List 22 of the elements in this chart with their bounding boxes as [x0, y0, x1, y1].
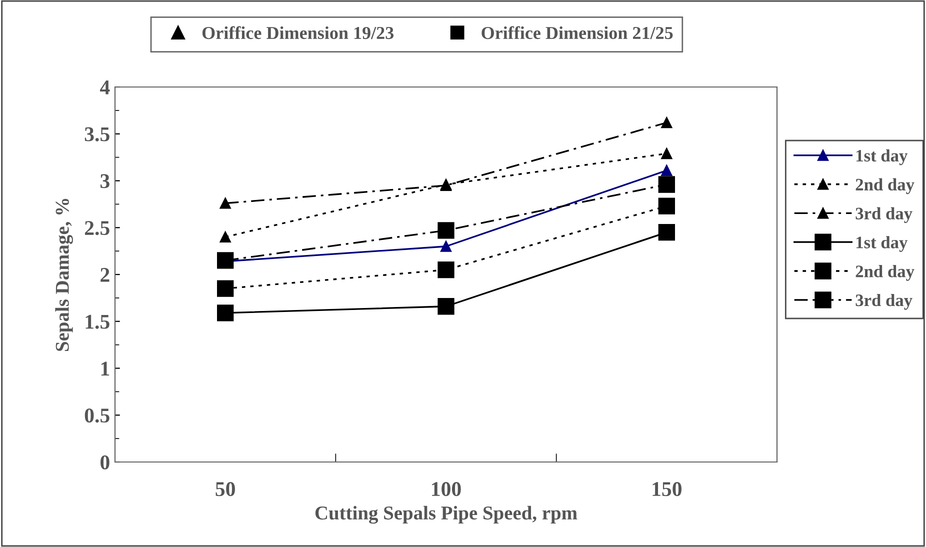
y-tick-label: 3 — [100, 174, 110, 188]
x-axis-title: Cutting Sepals Pipe Speed, rpm — [315, 506, 578, 524]
y-tick-label: 1 — [101, 362, 110, 376]
text: Oriffice Dimension 19/23 — [202, 26, 394, 40]
y-tick-label: 1.5 — [86, 314, 110, 329]
x-tick-label: 100 — [432, 482, 461, 496]
legend-label: 3rd day — [856, 207, 912, 223]
y-tick-label: 0.5 — [84, 408, 110, 423]
x-tick-label: 150 — [652, 482, 682, 496]
legend-label: 1st day — [856, 149, 908, 166]
x-tick-label: 50 — [216, 482, 235, 496]
y-tick-label: 2 — [100, 268, 110, 282]
y-tick-label: 2.5 — [84, 221, 110, 236]
y-tick-label: 3.5 — [84, 127, 110, 142]
legend-label: 3rd day — [856, 294, 912, 310]
y-tick-label: 0 — [100, 455, 110, 470]
legend-label: 1st day — [856, 236, 908, 252]
text: Oriffice Dimension 21/25 — [482, 26, 673, 40]
legend-label: 2nd day — [856, 178, 914, 194]
y-axis-title: Sepals Damage, % — [55, 198, 73, 351]
y-tick-label: 4 — [100, 80, 110, 94]
legend-label: 2nd day — [856, 265, 914, 281]
